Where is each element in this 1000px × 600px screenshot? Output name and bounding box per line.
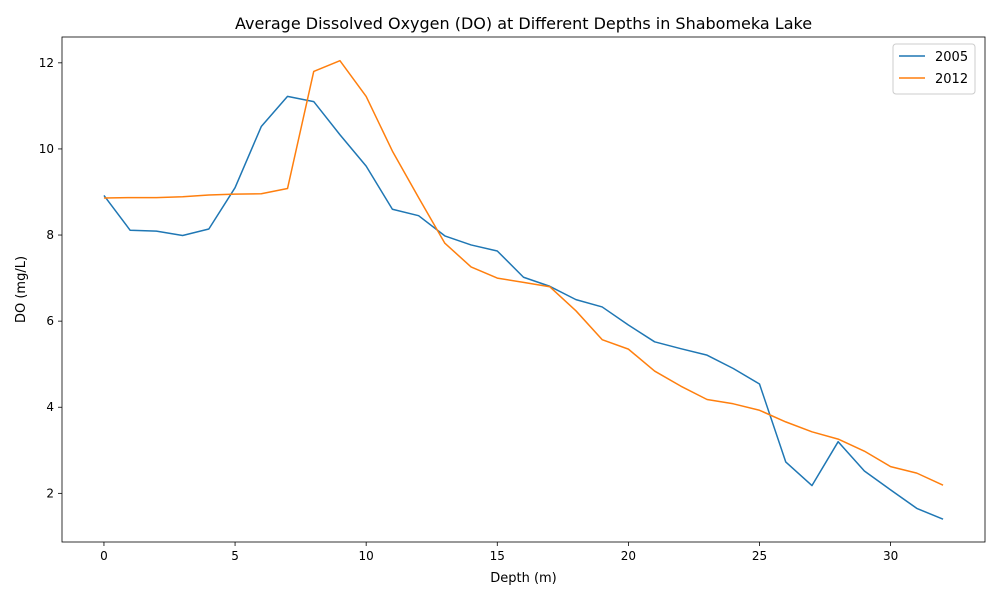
x-tick-label: 20 xyxy=(621,549,636,563)
series-line-2005 xyxy=(103,95,944,520)
y-tick-label: 12 xyxy=(39,56,54,70)
x-tick-label: 10 xyxy=(359,549,374,563)
y-tick-label: 2 xyxy=(46,486,54,500)
plot-area: 0 5 10 15 20 25 30 2 4 6 8 10 12 2005 2012 xyxy=(39,36,986,563)
plot-frame xyxy=(61,36,986,543)
x-tick-label: 25 xyxy=(752,549,767,563)
x-tick-label: 5 xyxy=(231,549,239,563)
x-tick-label: 30 xyxy=(883,549,898,563)
y-tick-label: 4 xyxy=(46,400,54,414)
x-tick-label: 0 xyxy=(100,549,108,563)
x-axis-title: Depth (m) xyxy=(490,571,557,586)
x-tick-label: 15 xyxy=(490,549,505,563)
legend-label-2005: 2005 xyxy=(935,50,968,65)
y-tick-label: 8 xyxy=(46,228,54,242)
series-line-2012 xyxy=(103,59,944,486)
y-tick-label: 10 xyxy=(39,142,54,156)
y-tick-label: 6 xyxy=(46,314,54,328)
y-axis-title: DO (mg/L) xyxy=(14,256,29,323)
chart-title: Average Dissolved Oxygen (DO) at Differe… xyxy=(235,14,812,33)
legend-label-2012: 2012 xyxy=(935,72,968,87)
